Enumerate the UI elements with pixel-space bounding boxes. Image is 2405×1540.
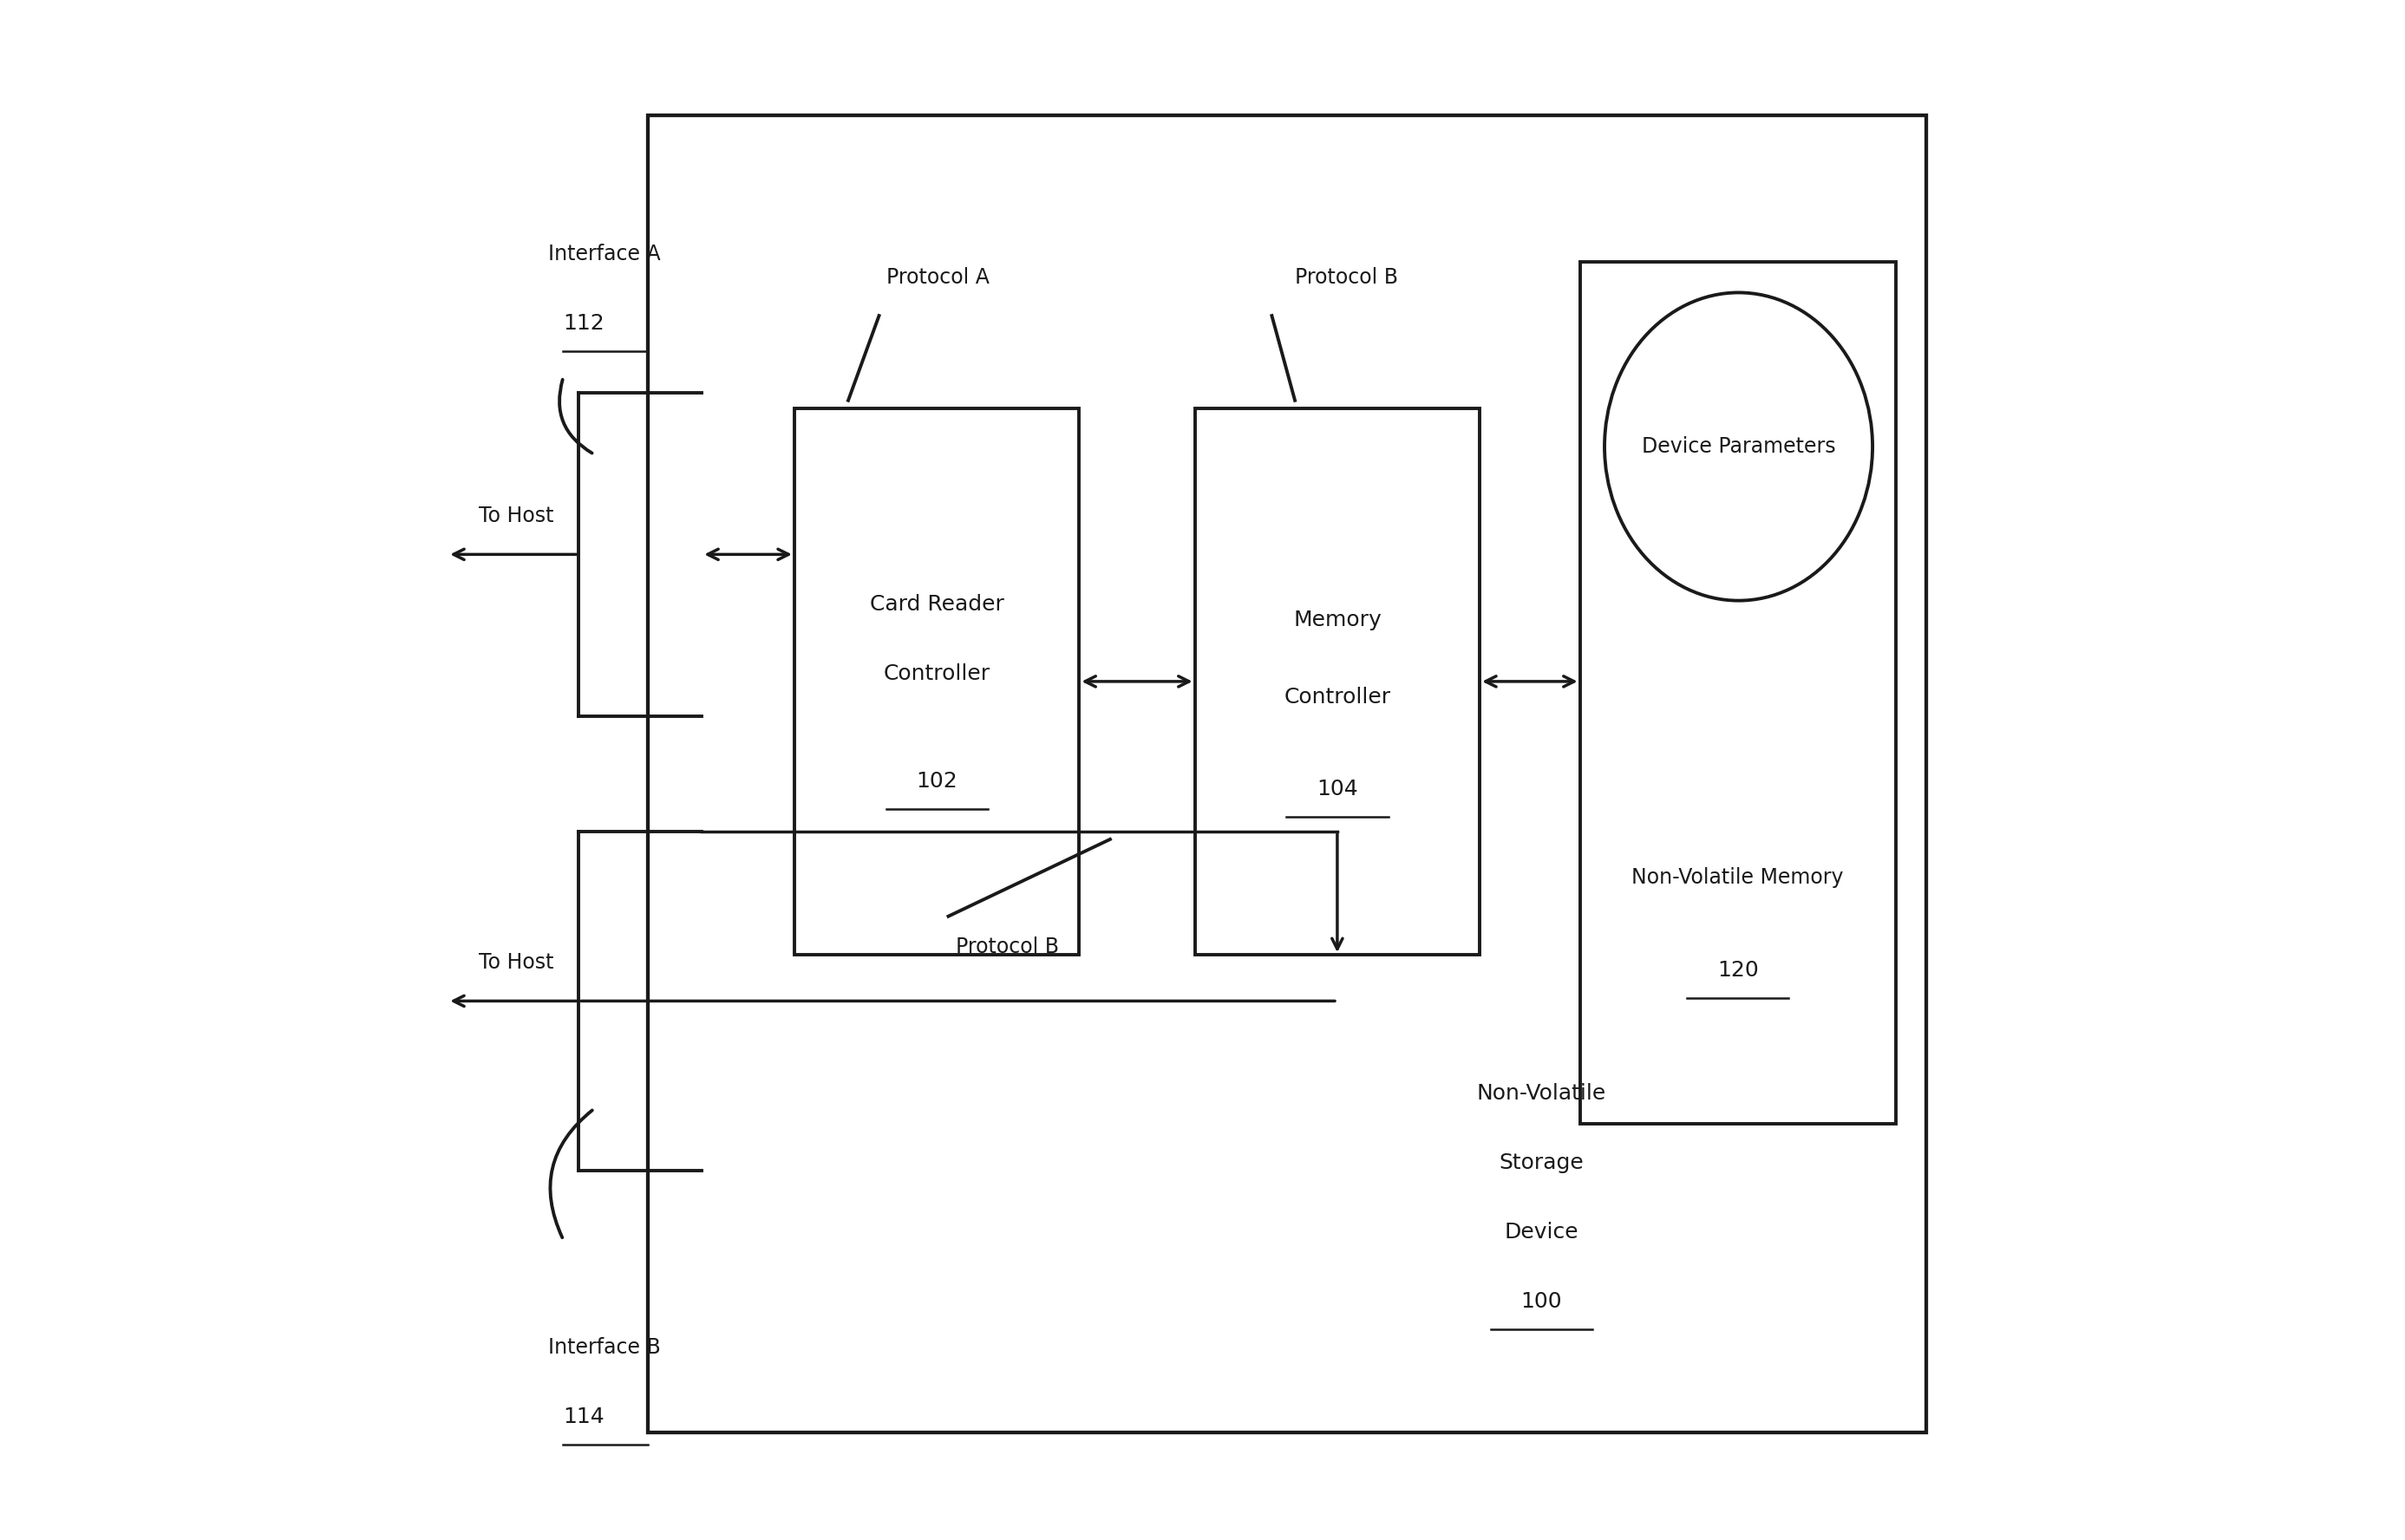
- Text: Interface B: Interface B: [548, 1337, 661, 1358]
- Text: 114: 114: [563, 1406, 604, 1428]
- Text: Controller: Controller: [1284, 687, 1390, 707]
- Ellipse shape: [1604, 293, 1873, 601]
- Text: Memory: Memory: [1294, 610, 1380, 630]
- Text: Card Reader: Card Reader: [871, 594, 1003, 614]
- Text: Storage: Storage: [1498, 1152, 1585, 1173]
- Text: Device Parameters: Device Parameters: [1643, 436, 1835, 457]
- Bar: [1195, 408, 1479, 955]
- Text: Interface A: Interface A: [548, 243, 661, 265]
- Text: Controller: Controller: [883, 664, 991, 684]
- Text: 100: 100: [1520, 1291, 1561, 1312]
- Bar: [794, 408, 1080, 955]
- Text: 112: 112: [563, 313, 604, 334]
- Text: Protocol B: Protocol B: [957, 936, 1058, 958]
- Text: To Host: To Host: [479, 505, 553, 527]
- Text: Non-Volatile Memory: Non-Volatile Memory: [1631, 867, 1845, 889]
- Text: 120: 120: [1717, 959, 1758, 981]
- Text: Non-Volatile: Non-Volatile: [1477, 1083, 1607, 1104]
- Bar: [1580, 262, 1895, 1124]
- Bar: [647, 116, 1926, 1432]
- Text: To Host: To Host: [479, 952, 553, 973]
- Text: Protocol B: Protocol B: [1294, 266, 1397, 288]
- Text: Device: Device: [1503, 1221, 1578, 1243]
- Text: 104: 104: [1316, 779, 1359, 799]
- Text: 102: 102: [916, 772, 957, 792]
- Text: Protocol A: Protocol A: [887, 266, 991, 288]
